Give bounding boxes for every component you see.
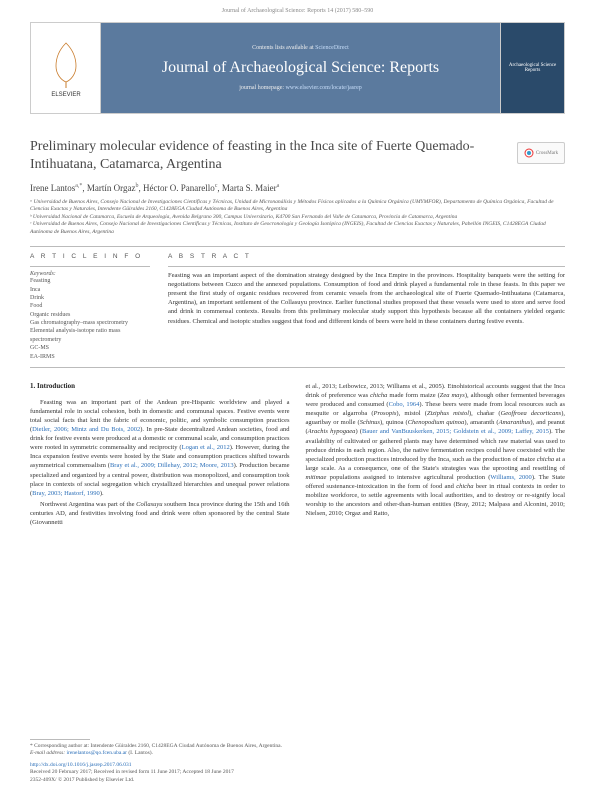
article-info-col: A R T I C L E I N F O Keywords: Feasting… (30, 253, 150, 361)
sciencedirect-link[interactable]: ScienceDirect (315, 45, 349, 51)
footer-block: * Corresponding author at: Intendente Gü… (30, 735, 565, 784)
abstract-heading: A B S T R A C T (168, 253, 565, 260)
author-email-link[interactable]: irenelantos@qo.fcen.uba.ar (66, 750, 127, 756)
authors-line: Irene Lantosa,*, Martín Orgazb, Héctor O… (30, 183, 565, 193)
email-line: E-mail address: irenelantos@qo.fcen.uba.… (30, 750, 565, 757)
divider-bottom (30, 367, 565, 368)
journal-header-band: ELSEVIER Contents lists available at Sci… (30, 22, 565, 114)
email-tail: (I. Lantos). (127, 750, 153, 756)
divider-top (30, 246, 565, 247)
abstract-col: A B S T R A C T Feasting was an importan… (168, 253, 565, 361)
contents-prefix: Contents lists available at (252, 45, 315, 51)
body-para-3: et al., 2013; Leibowicz, 2013; Williams … (306, 382, 566, 518)
svg-text:ELSEVIER: ELSEVIER (51, 92, 81, 98)
abstract-text: Feasting was an important aspect of the … (168, 271, 565, 326)
journal-cover-thumb: Archaeological Science Reports (500, 23, 564, 113)
doi-link[interactable]: http://dx.doi.org/10.1016/j.jasrep.2017.… (30, 762, 132, 768)
issn-copyright: 2352-409X/ © 2017 Published by Elsevier … (30, 777, 565, 784)
contents-line: Contents lists available at ScienceDirec… (252, 45, 349, 51)
running-header: Journal of Archaeological Science: Repor… (0, 0, 595, 18)
body-para-2: Northwest Argentina was part of the Coll… (30, 500, 290, 527)
publisher-logo: ELSEVIER (31, 23, 101, 113)
header-center: Contents lists available at ScienceDirec… (101, 23, 500, 113)
abstract-rule (168, 266, 565, 267)
footnote-rule (30, 739, 90, 740)
affiliations-block: ᵃ Universidad de Buenos Aires, Consejo N… (30, 199, 565, 236)
keywords-list: FeastingIncaDrinkFoodOrganic residuesGas… (30, 277, 150, 361)
email-label: E-mail address: (30, 750, 66, 756)
crossmark-badge[interactable]: CrossMark (517, 142, 565, 164)
article-info-heading: A R T I C L E I N F O (30, 253, 150, 260)
elsevier-tree-icon: ELSEVIER (41, 38, 91, 98)
journal-name: Journal of Archaeological Science: Repor… (162, 59, 439, 77)
homepage-link[interactable]: www.elsevier.com/locate/jasrep (286, 85, 362, 91)
crossmark-label: CrossMark (536, 151, 558, 156)
crossmark-icon (524, 148, 534, 158)
section-1-heading: 1. Introduction (30, 382, 290, 392)
info-rule (30, 266, 150, 267)
homepage-line: journal homepage: www.elsevier.com/locat… (239, 85, 362, 91)
received-dates: Received 20 February 2017; Received in r… (30, 769, 565, 776)
article-title: Preliminary molecular evidence of feasti… (30, 138, 565, 173)
body-para-1: Feasting was an important part of the An… (30, 398, 290, 498)
homepage-prefix: journal homepage: (239, 85, 285, 91)
body-columns: 1. Introduction Feasting was an importan… (30, 382, 565, 527)
